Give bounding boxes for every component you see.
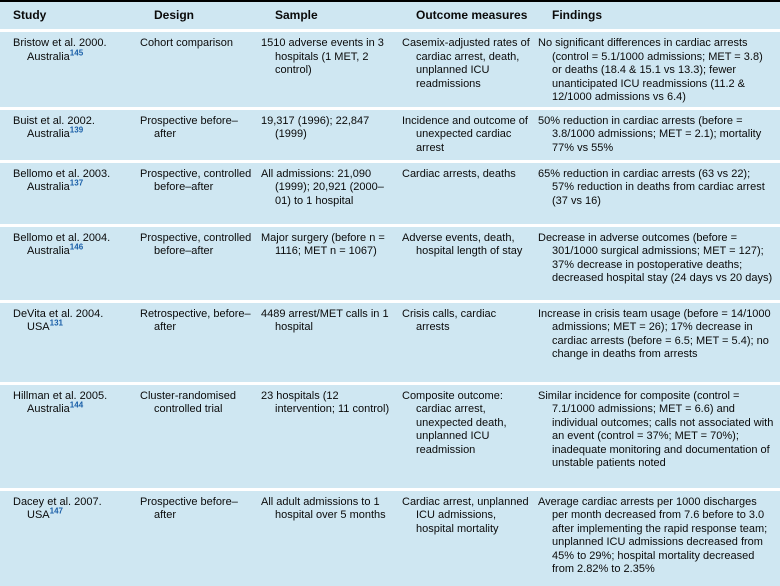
reference-superscript: 144 <box>69 400 84 410</box>
table-row: Buist et al. 2002. Australia139 Prospect… <box>0 109 780 163</box>
sample-cell: All adult admissions to 1 hospital over … <box>261 495 386 522</box>
findings-cell: Increase in crisis team usage (before = … <box>538 307 771 361</box>
table-row: Dacey et al. 2007. USA147 Prospective be… <box>0 490 780 586</box>
study-citation: Buist et al. 2002. Australia <box>13 114 95 141</box>
reference-superscript: 139 <box>69 125 84 135</box>
study-citation: Bellomo et al. 2004. Australia <box>13 231 111 258</box>
reference-superscript: 131 <box>49 318 63 328</box>
sample-cell: 1510 adverse events in 3 hospitals (1 ME… <box>261 37 384 76</box>
sample-cell: 23 hospitals (12 intervention; 11 contro… <box>261 389 390 416</box>
column-header-sample: Sample <box>261 0 402 32</box>
sample-cell: Major surgery (before n = 1116; MET n = … <box>261 231 385 258</box>
reference-superscript: 137 <box>69 178 84 188</box>
table-row: Bellomo et al. 2004. Australia146 Prospe… <box>0 226 780 303</box>
outcome-measures-cell: Cardiac arrests, deaths <box>402 167 516 180</box>
design-cell: Prospective before–after <box>140 114 238 141</box>
table-row: Bristow et al. 2000. Australia145 Cohort… <box>0 32 780 110</box>
table-row: DeVita et al. 2004. USA131 Retrospective… <box>0 302 780 385</box>
column-header-outcome-measures: Outcome measures <box>402 0 538 32</box>
design-cell: Cluster-randomised controlled trial <box>140 389 236 416</box>
column-header-findings: Findings <box>538 0 780 32</box>
study-cell: Bristow et al. 2000. Australia145 <box>0 37 134 64</box>
study-cell: Bellomo et al. 2003. Australia137 <box>0 168 134 195</box>
outcome-measures-cell: Adverse events, death, hospital length o… <box>402 231 523 258</box>
design-cell: Retrospective, before–after <box>140 307 251 334</box>
study-cell: Bellomo et al. 2004. Australia146 <box>0 232 134 259</box>
header-row: Study Design Sample Outcome measures Fin… <box>0 0 780 32</box>
table-body: Bristow et al. 2000. Australia145 Cohort… <box>0 32 780 586</box>
findings-cell: No significant differences in cardiac ar… <box>538 37 763 103</box>
study-cell: Buist et al. 2002. Australia139 <box>0 115 134 142</box>
sample-cell: All admissions: 21,090 (1999); 20,921 (2… <box>261 167 384 207</box>
outcome-measures-cell: Composite outcome: cardiac arrest, unexp… <box>402 389 507 456</box>
study-citation: DeVita et al. 2004. USA <box>13 307 104 334</box>
outcome-measures-cell: Cardiac arrest, unplanned ICU admissions… <box>402 495 529 535</box>
design-cell: Prospective, controlled before–after <box>140 167 252 194</box>
sample-cell: 4489 arrest/MET calls in 1 hospital <box>261 307 389 334</box>
study-citation: Hillman et al. 2005. Australia <box>13 389 108 416</box>
findings-cell: Similar incidence for composite (control… <box>538 389 774 470</box>
table-row: Bellomo et al. 2003. Australia137 Prospe… <box>0 162 780 227</box>
design-cell: Prospective, controlled before–after <box>140 231 252 258</box>
outcome-measures-cell: Casemix-adjusted rates of cardiac arrest… <box>402 37 530 90</box>
findings-cell: Average cardiac arrests per 1000 dischar… <box>538 495 768 576</box>
findings-cell: Decrease in adverse outcomes (before = 3… <box>538 231 773 285</box>
study-citation: Dacey et al. 2007. USA <box>13 495 102 522</box>
reference-superscript: 146 <box>69 242 84 252</box>
column-header-design: Design <box>140 0 261 32</box>
study-citation: Bellomo et al. 2003. Australia <box>13 167 111 194</box>
reference-superscript: 145 <box>69 47 84 57</box>
findings-cell: 65% reduction in cardiac arrests (63 vs … <box>538 167 765 207</box>
table-header: Study Design Sample Outcome measures Fin… <box>0 0 780 32</box>
outcome-measures-cell: Crisis calls, cardiac arrests <box>402 307 497 334</box>
column-header-study: Study <box>0 0 140 32</box>
sample-cell: 19,317 (1996); 22,847 (1999) <box>261 114 370 141</box>
study-cell: DeVita et al. 2004. USA131 <box>0 308 134 335</box>
reference-superscript: 147 <box>49 506 63 516</box>
study-citation: Bristow et al. 2000. Australia <box>13 37 107 63</box>
findings-cell: 50% reduction in cardiac arrests (before… <box>538 114 762 154</box>
outcome-measures-cell: Incidence and outcome of unexpected card… <box>402 114 528 154</box>
design-cell: Cohort comparison <box>140 37 233 49</box>
design-cell: Prospective before–after <box>140 495 238 522</box>
table-row: Hillman et al. 2005. Australia144 Cluste… <box>0 384 780 491</box>
study-cell: Dacey et al. 2007. USA147 <box>0 496 134 523</box>
study-cell: Hillman et al. 2005. Australia144 <box>0 390 134 417</box>
